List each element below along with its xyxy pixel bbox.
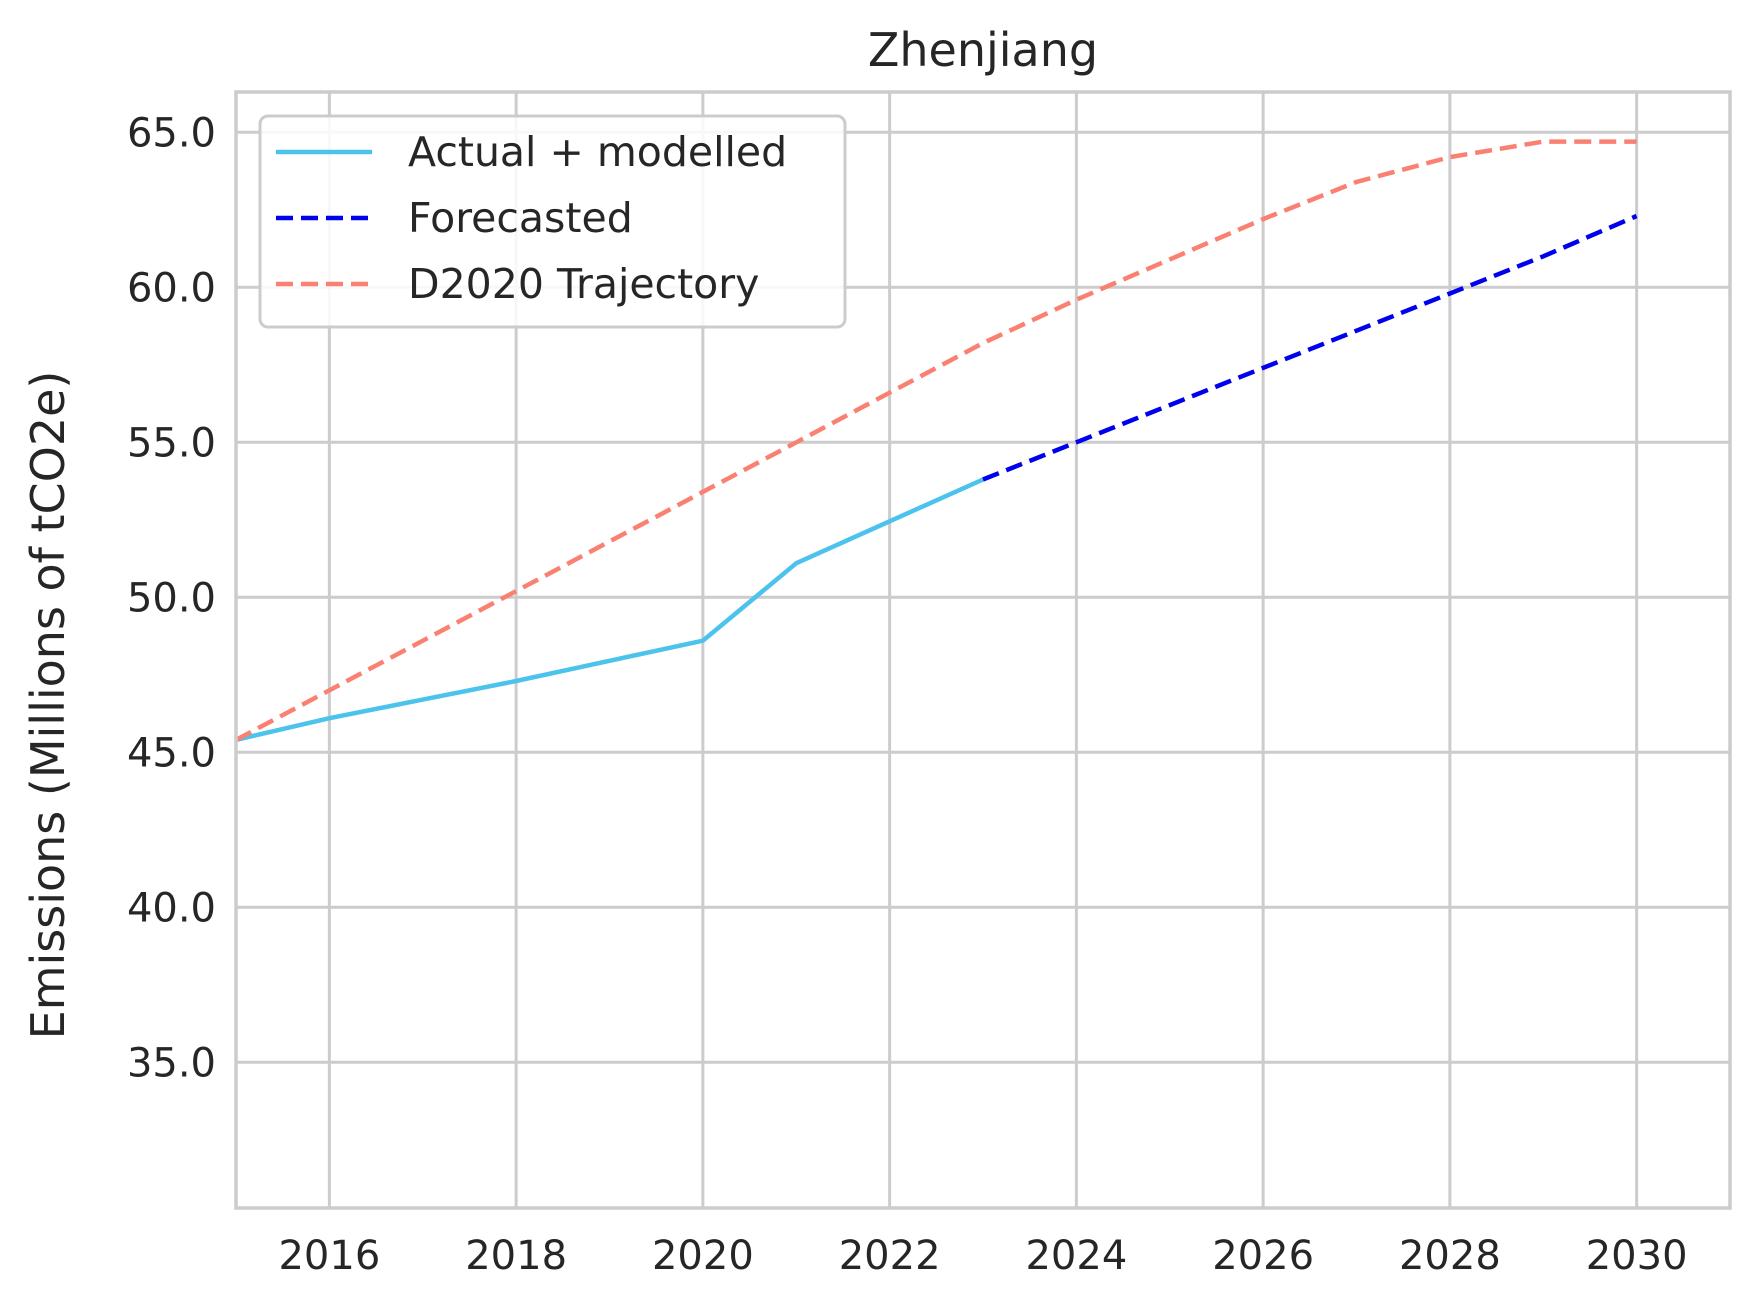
legend-label: D2020 Trajectory	[408, 260, 759, 308]
series-line-1	[235, 477, 984, 743]
x-tick-label: 2024	[1025, 1233, 1127, 1279]
y-tick-label: 50.0	[127, 575, 216, 621]
x-tick-label: 2018	[465, 1233, 567, 1279]
x-tick-label: 2022	[839, 1233, 941, 1279]
grid	[236, 92, 1730, 1208]
legend: Actual + modelled Forecasted D2020 Traject…	[258, 114, 847, 329]
x-tick-label: 2030	[1586, 1233, 1688, 1279]
legend-label: Actual + modelled	[408, 128, 787, 176]
x-tick-label: 2028	[1399, 1233, 1501, 1279]
series-layer	[234, 139, 1638, 743]
y-tick-label: 60.0	[127, 265, 216, 311]
legend-label: Forecasted	[408, 194, 633, 242]
x-tick-label: 2026	[1212, 1233, 1314, 1279]
y-axis-label: Emissions (Millions of tCO2e)	[21, 371, 75, 1040]
series-line-3	[234, 139, 1637, 742]
tick-labels: 2016 2018 2020 2022 2024 2026 2028 2030 35.0 40.0…	[127, 110, 1688, 1279]
y-tick-label: 45.0	[127, 730, 216, 776]
x-tick-label: 2016	[278, 1233, 380, 1279]
x-tick-label: 2020	[652, 1233, 754, 1279]
series-line-2	[982, 213, 1638, 482]
legend-box	[258, 114, 847, 329]
y-tick-label: 40.0	[127, 885, 216, 931]
y-tick-label: 55.0	[127, 420, 216, 466]
chart-title: Zhenjiang	[868, 23, 1098, 77]
y-tick-label: 35.0	[127, 1040, 216, 1086]
y-tick-label: 65.0	[127, 110, 216, 156]
plot-frame	[234, 90, 1732, 1210]
